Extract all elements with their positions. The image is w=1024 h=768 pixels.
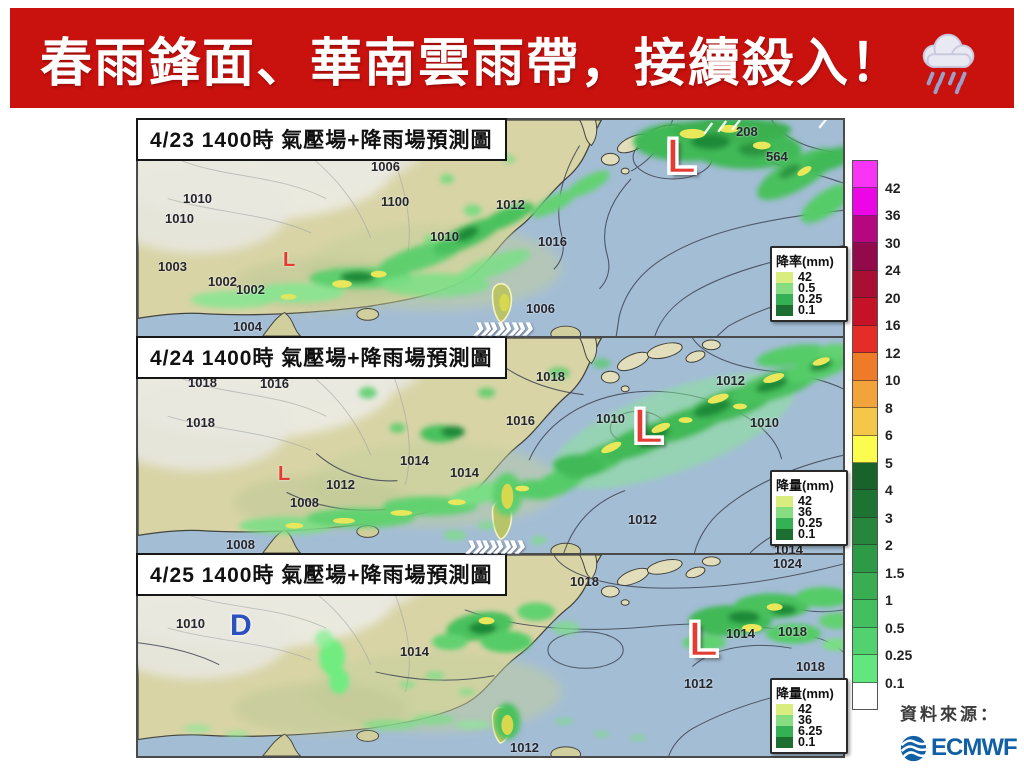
colorbar-segment	[853, 572, 877, 601]
legend-swatch	[776, 518, 793, 529]
colorbar-tick-label: 0.1	[885, 674, 905, 691]
legend-value: 36	[798, 713, 812, 728]
panel-title-box: 4/23 1400時 氣壓場+降雨場預測圖	[136, 118, 507, 161]
panel-title: 4/23 1400時 氣壓場+降雨場預測圖	[150, 129, 493, 152]
rain-legend: 降量(mm) 42 36 0.25 0.1	[770, 470, 848, 546]
colorbar-tick-label: 0.25	[885, 647, 913, 663]
hatch-marks	[703, 120, 828, 135]
banner: 春雨鋒面、華南雲雨帶，接續殺入！	[10, 8, 1014, 108]
map-panel: 1010 D 1014 1024 1018 1014 1018 1018 L 1012 1012 4…	[136, 553, 848, 758]
banner-title: 春雨鋒面、華南雲雨帶，接續殺入！	[39, 34, 904, 93]
legend-value: 0.25	[798, 292, 823, 307]
colorbar-labels: 42 36 30 24 20 16 12 10 8 6 5 4 3 2 1.5 1 0.5 0.25 0.1	[885, 160, 931, 710]
map-panels-stack: 1006 1010 1010 1100 1003 1002 1002 1004 L 1012 101…	[136, 118, 848, 758]
source-label: 資料來源：	[900, 705, 1000, 724]
legend-swatch	[776, 283, 793, 294]
legend-value: 0.1	[798, 527, 816, 542]
legend-value: 0.5	[798, 281, 816, 296]
legend-swatch	[776, 294, 793, 305]
legend-value: 36	[798, 505, 812, 520]
colorbar-tick-label: 8	[885, 399, 893, 416]
colorbar-segment	[853, 188, 877, 216]
colorbar-segment	[853, 490, 877, 518]
panel-title: 4/25 1400時 氣壓場+降雨場預測圖	[150, 564, 493, 587]
legend-swatch	[776, 726, 793, 737]
colorbar-segment	[853, 462, 877, 491]
map-graphic	[138, 120, 843, 336]
colorbar-segment	[853, 408, 877, 436]
legend-value: 42	[798, 270, 812, 285]
colorbar-segment	[853, 600, 877, 628]
colorbar-tick-label: 6	[885, 427, 893, 443]
colorbar-segment	[853, 215, 877, 244]
colorbar-segment	[853, 298, 877, 326]
ecmwf-logo-icon	[900, 735, 927, 761]
legend-value: 42	[798, 702, 812, 717]
colorbar-tick-label: 3	[885, 509, 893, 526]
chevron-arrows-icon: »»»»	[469, 308, 535, 346]
colorbar-tick-label: 24	[885, 262, 901, 278]
colorbar-segments	[852, 160, 878, 710]
map-panel: 1018 1016 1018 1018 1012 1016 1014 1014 L 1012 100…	[136, 336, 848, 556]
colorbar-tick-label: 2	[885, 537, 893, 553]
rain-legend: 降量(mm) 42 36 6.25 0.1	[770, 678, 848, 754]
colorbar-tick-label: 20	[885, 289, 901, 306]
legend-swatch	[776, 272, 793, 283]
chevron-arrows-icon: »»»»	[461, 526, 527, 564]
rain-shading	[238, 343, 843, 545]
colorbar: 42 36 30 24 20 16 12 10 8 6 5 4 3 2 1.5 1 0.5 0.25 0.1	[852, 160, 932, 710]
heavy-rain-yellow	[478, 603, 783, 735]
panel-title-box: 4/24 1400時 氣壓場+降雨場預測圖	[136, 336, 507, 379]
colorbar-tick-label: 1	[885, 592, 893, 608]
map-panel: 1006 1010 1010 1100 1003 1002 1002 1004 L 1012 101…	[136, 118, 848, 338]
legend-swatch	[776, 704, 793, 715]
map-graphic	[138, 555, 843, 756]
colorbar-tick-label: 12	[885, 344, 901, 361]
colorbar-tick-label: 16	[885, 317, 901, 333]
legend-swatch	[776, 715, 793, 726]
legend-swatch	[776, 507, 793, 518]
legend-swatch	[776, 737, 793, 748]
rain-legend: 降率(mm) 42 0.5 0.25 0.1	[770, 246, 848, 322]
rain-legend-title: 降量(mm)	[776, 478, 834, 493]
rain-legend-title: 降量(mm)	[776, 686, 834, 701]
colorbar-tick-label: 0.5	[885, 619, 905, 636]
ecmwf-logo-text: ECMWF	[931, 734, 1018, 761]
colorbar-tick-label: 42	[885, 179, 901, 196]
panel-title: 4/24 1400時 氣壓場+降雨場預測圖	[150, 347, 493, 370]
colorbar-tick-label: 10	[885, 372, 901, 388]
colorbar-segment	[853, 435, 877, 463]
colorbar-segment	[853, 655, 877, 683]
colorbar-segment	[853, 517, 877, 546]
legend-swatch	[776, 496, 793, 507]
legend-swatch	[776, 305, 793, 316]
legend-value: 6.25	[798, 724, 823, 739]
legend-value: 0.1	[798, 735, 816, 750]
heavy-rain-yellow	[285, 357, 830, 529]
colorbar-tick-label: 5	[885, 454, 893, 471]
map-graphic	[138, 338, 843, 553]
legend-swatch	[776, 529, 793, 540]
colorbar-tick-label: 4	[885, 482, 893, 498]
colorbar-tick-label: 1.5	[885, 564, 905, 581]
colorbar-segment	[853, 353, 877, 381]
legend-value: 0.1	[798, 303, 816, 318]
colorbar-segment	[853, 325, 877, 354]
colorbar-segment	[853, 545, 877, 573]
rain-legend-title: 降率(mm)	[776, 254, 834, 269]
legend-value: 42	[798, 494, 812, 509]
panel-title-box: 4/25 1400時 氣壓場+降雨場預測圖	[136, 553, 507, 596]
colorbar-segment	[853, 682, 877, 710]
colorbar-segment	[853, 161, 877, 189]
colorbar-segment	[853, 270, 877, 299]
colorbar-tick-label: 36	[885, 207, 901, 223]
colorbar-segment	[853, 380, 877, 409]
colorbar-segment	[853, 243, 877, 271]
colorbar-segment	[853, 627, 877, 656]
legend-value: 0.25	[798, 516, 823, 531]
colorbar-tick-label: 30	[885, 234, 901, 251]
rain-cloud-icon	[922, 33, 975, 95]
source-attribution: 資料來源： ECMWF	[900, 700, 1018, 762]
